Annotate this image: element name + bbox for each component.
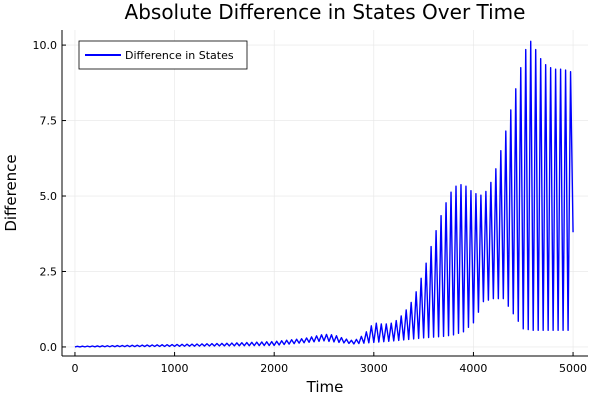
y-tick-label: 10.0 [33, 39, 58, 52]
y-tick-label: 0.0 [40, 341, 58, 354]
y-tick-label: 2.5 [40, 265, 58, 278]
x-tick-label: 0 [71, 362, 78, 375]
series-layer [74, 40, 574, 348]
x-tick-label: 3000 [360, 362, 388, 375]
x-tick-label: 4000 [459, 362, 487, 375]
axes: 0 1000 2000 3000 4000 5000 0.0 2.5 5.0 7.5 10.0 [33, 30, 588, 375]
x-tick-label: 5000 [559, 362, 587, 375]
y-axis-label: Difference [2, 154, 20, 231]
series-line-difference-in-states [74, 40, 574, 348]
x-axis-label: Time [306, 378, 344, 396]
x-tick-label: 1000 [161, 362, 189, 375]
legend: Difference in States [78, 40, 248, 70]
legend-label: Difference in States [125, 49, 234, 62]
y-tick-label: 7.5 [40, 115, 58, 128]
chart-title: Absolute Difference in States Over Time [125, 0, 526, 24]
x-tick-label: 2000 [260, 362, 288, 375]
legend-box [78, 40, 248, 70]
y-tick-label: 5.0 [40, 190, 58, 203]
